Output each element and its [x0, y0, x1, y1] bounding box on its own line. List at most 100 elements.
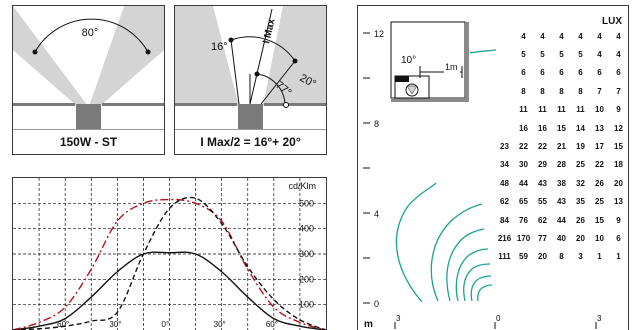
y-tick-label: 200: [299, 274, 314, 284]
ceiling-line-left: [175, 103, 237, 106]
dot-bottom: [283, 102, 289, 108]
lux-cell: 5: [521, 50, 526, 60]
lux-cell: 9: [616, 215, 621, 225]
lux-cell: 6: [540, 68, 545, 78]
lux-cell: 18: [614, 160, 623, 170]
beam-edge-left: [230, 39, 240, 105]
lux-cell: 30: [519, 160, 528, 170]
lux-cell: 5: [578, 50, 583, 60]
m-label: m: [364, 319, 373, 330]
angle-label-bg: [77, 24, 103, 38]
x-tick-label-center: 0: [496, 314, 501, 323]
imax-label: I Max: [261, 17, 277, 44]
lux-cell: 62: [538, 215, 547, 225]
contour-8: [477, 284, 493, 302]
contour-5: [455, 248, 489, 302]
angle-left-label: 16°: [211, 41, 228, 53]
unit-label: cd/Klm: [288, 181, 316, 191]
lux-cell: 22: [538, 142, 547, 152]
lux-cell: 44: [557, 215, 566, 225]
lux-cell: 28: [557, 160, 566, 170]
beam-edge-right: [260, 60, 296, 105]
lux-cell: 65: [519, 197, 528, 207]
lux-row: 6 6 6 6 6 6: [495, 64, 628, 82]
lux-cell: 11: [538, 105, 547, 115]
lux-cell: [495, 101, 514, 119]
x-tick-label: 60°: [266, 320, 278, 329]
mounting-inset: [390, 21, 469, 102]
lux-cell: 4: [597, 50, 602, 60]
lux-cell: 6: [616, 233, 621, 243]
lux-cell: 43: [538, 178, 547, 188]
lux-cell: 4: [616, 50, 621, 60]
lux-cell: 13: [614, 197, 623, 207]
beam-edge-left: [13, 6, 88, 106]
lamp-body: [76, 104, 101, 130]
lux-cell: 6: [597, 68, 602, 78]
lux-row: 5 5 5 5 4 4: [495, 45, 628, 63]
lux-cell: 16: [538, 123, 547, 133]
dot-center: [254, 71, 260, 77]
lux-cell: [495, 27, 514, 45]
contour-2: [395, 182, 437, 303]
lux-cell: 11: [557, 105, 566, 115]
contour-1: [469, 49, 497, 54]
lux-cell: 38: [557, 178, 566, 188]
lux-cell: 20: [614, 178, 623, 188]
lux-cell: 77: [538, 233, 547, 243]
contour-7: [470, 275, 492, 302]
x-tick-label: 30°: [214, 320, 226, 329]
light-beam-fill-right: [89, 6, 164, 106]
ceiling-line-right: [264, 103, 326, 106]
lux-cell: 6: [559, 68, 564, 78]
lux-cell: 3: [578, 252, 583, 262]
lux-cell: 10: [595, 233, 604, 243]
lux-cell: 6: [616, 68, 621, 78]
beam-diagram: 80°: [13, 6, 164, 130]
x-tick-label: 30°: [109, 320, 121, 329]
contour-3: [430, 203, 483, 302]
lux-cell: 216: [497, 233, 512, 243]
lux-cell: 15: [557, 123, 566, 133]
lux-cell: 13: [595, 123, 604, 133]
ceiling-line-right: [102, 103, 164, 106]
imax-axis: [249, 8, 273, 105]
lux-cell: 29: [538, 160, 547, 170]
lux-cell: 19: [576, 142, 585, 152]
lux-row: 4 4 4 4 4 4: [495, 27, 628, 45]
lux-row: 23 22 22 21 19 17 15: [495, 137, 628, 155]
lux-value-grid: 4 4 4 4 4 4 5 5 5 5 4 4 6 6 6 6 6 6 8 8 8 8 7 7 11 11 11 11 10 9 16 16 1…: [495, 27, 628, 266]
lux-cell: 7: [616, 86, 621, 96]
lux-cell: 25: [595, 197, 604, 207]
lux-cell: 4: [578, 31, 583, 41]
lux-cell: 6: [521, 68, 526, 78]
lux-cell: 10: [595, 105, 604, 115]
panel-caption: 150W - ST: [13, 129, 164, 154]
angle-arc-lower: [256, 73, 286, 106]
panel-caption: I Max/2 = 16°+ 20°: [175, 129, 326, 154]
lux-cell: 9: [616, 105, 621, 115]
y-tick-8: 8: [374, 119, 379, 129]
x-tick-label: 60°: [57, 320, 69, 329]
lux-row: 84 76 62 44 26 15 9: [495, 211, 628, 229]
series-line-1: [13, 251, 326, 330]
lux-cell: 40: [557, 233, 566, 243]
lux-cell: 5: [559, 50, 564, 60]
lux-cell: 170: [516, 233, 531, 243]
light-beam-left: [175, 6, 239, 106]
lux-cell: 15: [595, 215, 604, 225]
isolux-diagram: 12 8 4 0 m 3 0 3 10° 1m: [363, 21, 602, 330]
lux-cell: 14: [576, 123, 585, 133]
lux-row: 8 8 8 8 7 7: [495, 82, 628, 100]
lux-cell: 4: [540, 31, 545, 41]
lux-cell: 22: [519, 142, 528, 152]
lux-cell: 8: [578, 86, 583, 96]
intensity-chart: 100 200 300 400 500 60° 30° 0° 30° 60° cd/Klm: [13, 178, 326, 330]
beam-angle-panel: 80° 150W - ST: [12, 5, 165, 155]
y-axis: [363, 32, 370, 304]
imax-diagram: 16° I Max 20° 77°: [175, 6, 326, 130]
lux-cell: 15: [614, 142, 623, 152]
lux-cell: 4: [521, 31, 526, 41]
lux-row: 11 11 11 11 10 9: [495, 101, 628, 119]
lux-cell: 34: [500, 160, 509, 170]
